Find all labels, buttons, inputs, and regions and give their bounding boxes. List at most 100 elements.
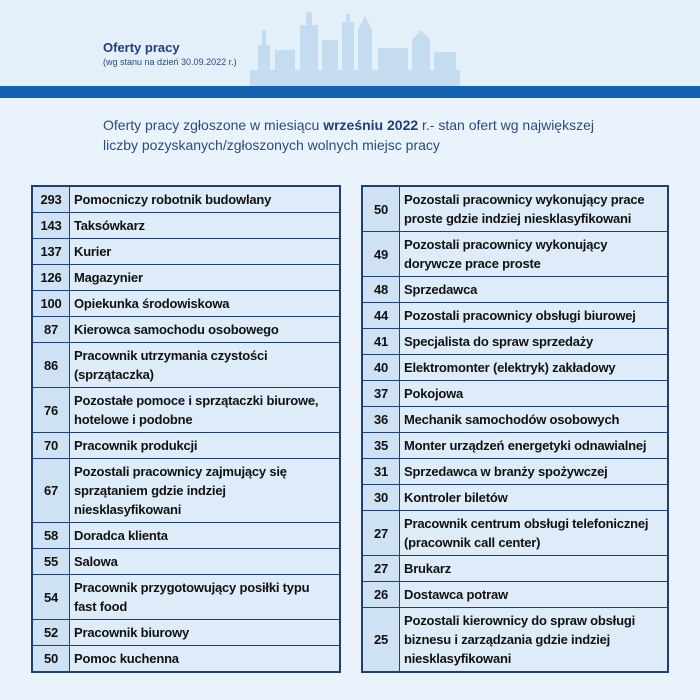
occupation: Pozostali pracownicy wykonujący dorywcze… <box>399 231 669 277</box>
offer-count: 27 <box>361 510 400 556</box>
offer-count: 55 <box>31 548 70 575</box>
occupation: Monter urządzeń energetyki odnawialnej <box>399 432 669 459</box>
table-row: 49 Pozostali pracownicy wykonujący dorywc… <box>361 231 669 277</box>
offer-count: 76 <box>31 387 70 433</box>
subtitle: (wg stanu na dzień 30.09.2022 r.) <box>103 57 237 67</box>
offer-count: 137 <box>31 238 70 265</box>
offer-count: 49 <box>361 231 400 277</box>
table-row: 48 Sprzedawca <box>361 276 669 303</box>
table-row: 55 Salowa <box>31 548 341 575</box>
offer-count: 70 <box>31 432 70 459</box>
table-row: 52 Pracownik biurowy <box>31 619 341 646</box>
table-row: 100 Opiekunka środowiskowa <box>31 290 341 317</box>
occupation: Kierowca samochodu osobowego <box>69 316 341 343</box>
table-row: 27 Brukarz <box>361 555 669 582</box>
table-row: 31 Sprzedawca w branży spożywczej <box>361 458 669 485</box>
offer-count: 30 <box>361 484 400 511</box>
intro: Oferty pracy zgłoszone w miesiącu wrześn… <box>103 115 603 155</box>
offer-count: 26 <box>361 581 400 608</box>
occupation: Pozostałe pomoce i sprzątaczki biurowe, … <box>69 387 341 433</box>
occupation: Pozostali pracownicy obsługi biurowej <box>399 302 669 329</box>
intro-text: r.- stan ofert wg największej liczby poz… <box>103 117 594 153</box>
offer-count: 86 <box>31 342 70 388</box>
offer-count: 35 <box>361 432 400 459</box>
occupation: Pomoc kuchenna <box>69 645 341 673</box>
offer-count: 58 <box>31 522 70 549</box>
occupation: Mechanik samochodów osobowych <box>399 406 669 433</box>
occupation: Specjalista do spraw sprzedaży <box>399 328 669 355</box>
offer-count: 126 <box>31 264 70 291</box>
offer-count: 143 <box>31 212 70 239</box>
occupation: Magazynier <box>69 264 341 291</box>
offer-count: 40 <box>361 354 400 381</box>
occupation: Pracownik przygotowujący posiłki typu fa… <box>69 574 341 620</box>
occupation: Kontroler biletów <box>399 484 669 511</box>
offer-count: 54 <box>31 574 70 620</box>
occupation: Sprzedawca w branży spożywczej <box>399 458 669 485</box>
offer-count: 100 <box>31 290 70 317</box>
table-row: 50 Pozostali pracownicy wykonujący prace … <box>361 185 669 232</box>
table-row: 41 Specjalista do spraw sprzedaży <box>361 328 669 355</box>
table-row: 54 Pracownik przygotowujący posiłki typu … <box>31 574 341 620</box>
offer-count: 87 <box>31 316 70 343</box>
occupation: Pracownik centrum obsługi telefonicznej … <box>399 510 669 556</box>
occupation: Taksówkarz <box>69 212 341 239</box>
offer-count: 67 <box>31 458 70 523</box>
occupation: Pozostali pracownicy wykonujący prace pr… <box>399 185 669 232</box>
occupation: Sprzedawca <box>399 276 669 303</box>
table-row: 137 Kurier <box>31 238 341 265</box>
occupation: Dostawca potraw <box>399 581 669 608</box>
occupation: Elektromonter (elektryk) zakładowy <box>399 354 669 381</box>
skyline <box>250 12 460 86</box>
offer-count: 41 <box>361 328 400 355</box>
offers-table: 50 Pozostali pracownicy wykonujący prace … <box>361 185 669 673</box>
table-row: 26 Dostawca potraw <box>361 581 669 608</box>
occupation: Pomocniczy robotnik budowlany <box>69 185 341 213</box>
offers-table: 293 Pomocniczy robotnik budowlany 143 Taksó… <box>31 185 341 673</box>
offer-count: 25 <box>361 607 400 673</box>
table-row: 86 Pracownik utrzymania czystości (sprząt… <box>31 342 341 388</box>
occupation: Pracownik biurowy <box>69 619 341 646</box>
table-row: 126 Magazynier <box>31 264 341 291</box>
header: Oferty pracy (wg stanu na dzień 30.09.20… <box>0 0 700 86</box>
occupation: Pracownik produkcji <box>69 432 341 459</box>
header-band <box>0 86 700 98</box>
occupation: Pozostali pracownicy zajmujący się sprzą… <box>69 458 341 523</box>
offer-count: 37 <box>361 380 400 407</box>
occupation: Pozostali kierownicy do spraw obsługi bi… <box>399 607 669 673</box>
occupation: Opiekunka środowiskowa <box>69 290 341 317</box>
offer-count: 31 <box>361 458 400 485</box>
offer-count: 44 <box>361 302 400 329</box>
table-row: 27 Pracownik centrum obsługi telefoniczne… <box>361 510 669 556</box>
offer-count: 52 <box>31 619 70 646</box>
intro-text: Oferty pracy zgłoszone w miesiącu <box>103 117 324 133</box>
offer-count: 48 <box>361 276 400 303</box>
occupation: Pokojowa <box>399 380 669 407</box>
occupation: Brukarz <box>399 555 669 582</box>
offer-count: 36 <box>361 406 400 433</box>
title: Oferty pracy <box>103 40 180 55</box>
occupation: Doradca klienta <box>69 522 341 549</box>
occupation: Kurier <box>69 238 341 265</box>
table-row: 36 Mechanik samochodów osobowych <box>361 406 669 433</box>
offer-count: 293 <box>31 185 70 213</box>
table-row: 87 Kierowca samochodu osobowego <box>31 316 341 343</box>
occupation: Salowa <box>69 548 341 575</box>
table-row: 35 Monter urządzeń energetyki odnawialnej <box>361 432 669 459</box>
table-row: 143 Taksówkarz <box>31 212 341 239</box>
offer-count: 50 <box>31 645 70 673</box>
offer-count: 50 <box>361 185 400 232</box>
intro-bold: wrześniu 2022 <box>323 117 419 133</box>
table-row: 70 Pracownik produkcji <box>31 432 341 459</box>
table-row: 50 Pomoc kuchenna <box>31 645 341 673</box>
table-row: 30 Kontroler biletów <box>361 484 669 511</box>
table-row: 37 Pokojowa <box>361 380 669 407</box>
table-row: 25 Pozostali kierownicy do spraw obsługi … <box>361 607 669 673</box>
table-row: 44 Pozostali pracownicy obsługi biurowej <box>361 302 669 329</box>
offer-count: 27 <box>361 555 400 582</box>
table-row: 40 Elektromonter (elektryk) zakładowy <box>361 354 669 381</box>
table-row: 58 Doradca klienta <box>31 522 341 549</box>
table-row: 293 Pomocniczy robotnik budowlany <box>31 185 341 213</box>
table-row: 76 Pozostałe pomoce i sprzątaczki biurowe… <box>31 387 341 433</box>
